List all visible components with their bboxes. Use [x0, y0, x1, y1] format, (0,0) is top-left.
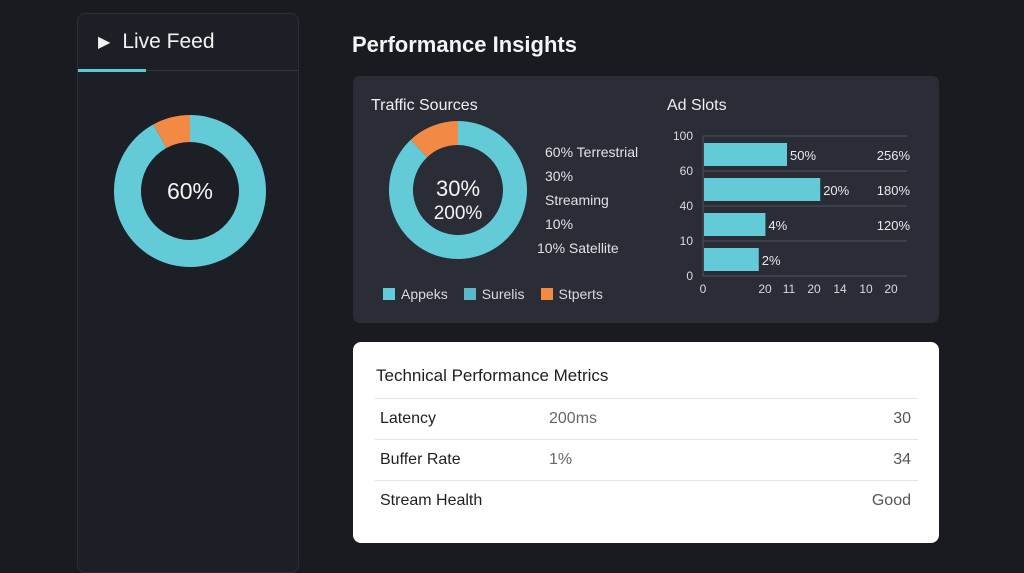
live-feed-donut: 60% [114, 115, 266, 267]
legend-swatch [383, 288, 395, 300]
tab-live-feed[interactable]: ▶ Live Feed [98, 30, 215, 54]
traffic-sources-title: Traffic Sources [371, 97, 478, 114]
metrics-title: Technical Performance Metrics [376, 366, 609, 385]
y-tick-label: 0 [686, 269, 693, 283]
donut-center-value: 60% [167, 178, 213, 204]
x-tick-label: 20 [758, 282, 772, 296]
donut-segment [153, 115, 190, 149]
bar [704, 213, 766, 236]
metric-row: Latency 200ms 30 [375, 398, 918, 439]
bar [704, 178, 821, 201]
legend-label: Surelis [481, 286, 525, 302]
x-tick-label: 10 [859, 282, 873, 296]
bar-data-label: 4% [768, 218, 787, 233]
bar [704, 143, 787, 166]
source-label: 10% Satellite [537, 240, 619, 256]
traffic-sources-donut: 30% 200% [389, 121, 527, 259]
bar-data-label: 2% [762, 253, 781, 268]
donut-center-line2: 200% [434, 203, 483, 224]
active-tab-indicator [78, 69, 146, 72]
legend-item: Appeks [383, 286, 448, 302]
metric-name: Buffer Rate [380, 451, 461, 468]
legend-item: Surelis [463, 286, 525, 302]
legend: Appeks Surelis Stperts [383, 286, 603, 302]
bar-right-label: 180% [877, 183, 911, 198]
legend-label: Stperts [558, 286, 603, 302]
metric-value: 1% [549, 451, 573, 468]
metric-right-value: 30 [893, 410, 911, 427]
source-label: Streaming [545, 192, 609, 208]
source-label: 60% Terrestrial [545, 144, 639, 160]
x-tick-label: 20 [807, 282, 821, 296]
y-tick-label: 100 [673, 129, 693, 143]
metric-value: 200ms [549, 410, 598, 427]
legend-item: Stperts [540, 286, 603, 302]
y-tick-label: 40 [680, 199, 694, 213]
x-tick-label: 14 [833, 282, 847, 296]
bar-data-label: 50% [790, 148, 816, 163]
legend-swatch [463, 288, 476, 300]
metrics-card: Technical Performance Metrics Latency 200… [353, 342, 939, 543]
legend-label: Appeks [401, 286, 448, 302]
metric-name: Stream Health [380, 492, 483, 509]
metric-right-value: 34 [893, 451, 911, 468]
metric-row: Stream Health Good [375, 480, 918, 521]
x-tick-label: 11 [783, 282, 796, 296]
donut-center-line1: 30% [436, 176, 480, 201]
y-tick-label: 10 [680, 234, 694, 248]
insights-card: Traffic Sources 30% 200% 60% Terrestrial… [353, 76, 939, 323]
ad-slots-title: Ad Slots [667, 97, 727, 114]
donut-segment [114, 115, 266, 267]
metric-row: Buffer Rate 1% 34 [375, 439, 918, 480]
bar [704, 248, 759, 271]
play-icon: ▶ [98, 34, 111, 51]
legend-swatch [540, 288, 553, 300]
page-title: Performance Insights [352, 32, 577, 57]
donut-segment [410, 121, 458, 158]
source-label: 30% [545, 168, 574, 184]
x-tick-label: 0 [700, 282, 707, 296]
bar-right-label: 120% [877, 218, 911, 233]
metric-right-value: Good [871, 492, 911, 509]
y-tick-label: 60 [680, 164, 694, 178]
donut-segment [389, 121, 527, 259]
bar-right-label: 256% [877, 148, 911, 163]
divider [78, 70, 298, 71]
x-tick-label: 20 [884, 282, 898, 296]
live-feed-panel: ▶ Live Feed 60% [77, 13, 299, 573]
metric-name: Latency [380, 410, 437, 427]
tab-label: Live Feed [122, 30, 215, 53]
source-label: 10% [545, 216, 574, 232]
bar-data-label: 20% [823, 183, 849, 198]
